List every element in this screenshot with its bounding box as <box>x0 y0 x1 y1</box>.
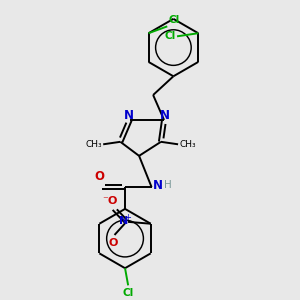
Text: CH₃: CH₃ <box>179 140 196 149</box>
Text: N: N <box>160 109 170 122</box>
Text: Cl: Cl <box>122 288 134 298</box>
Text: N: N <box>152 179 163 192</box>
Text: O: O <box>108 196 117 206</box>
Text: CH₃: CH₃ <box>85 140 102 149</box>
Text: Cl: Cl <box>164 31 176 41</box>
Text: Cl: Cl <box>169 15 180 25</box>
Text: H: H <box>164 180 172 190</box>
Text: ⁻: ⁻ <box>102 196 108 206</box>
Text: O: O <box>94 170 104 183</box>
Text: N: N <box>124 109 134 122</box>
Text: N: N <box>119 216 128 226</box>
Text: +: + <box>124 213 131 222</box>
Text: O: O <box>109 238 118 248</box>
